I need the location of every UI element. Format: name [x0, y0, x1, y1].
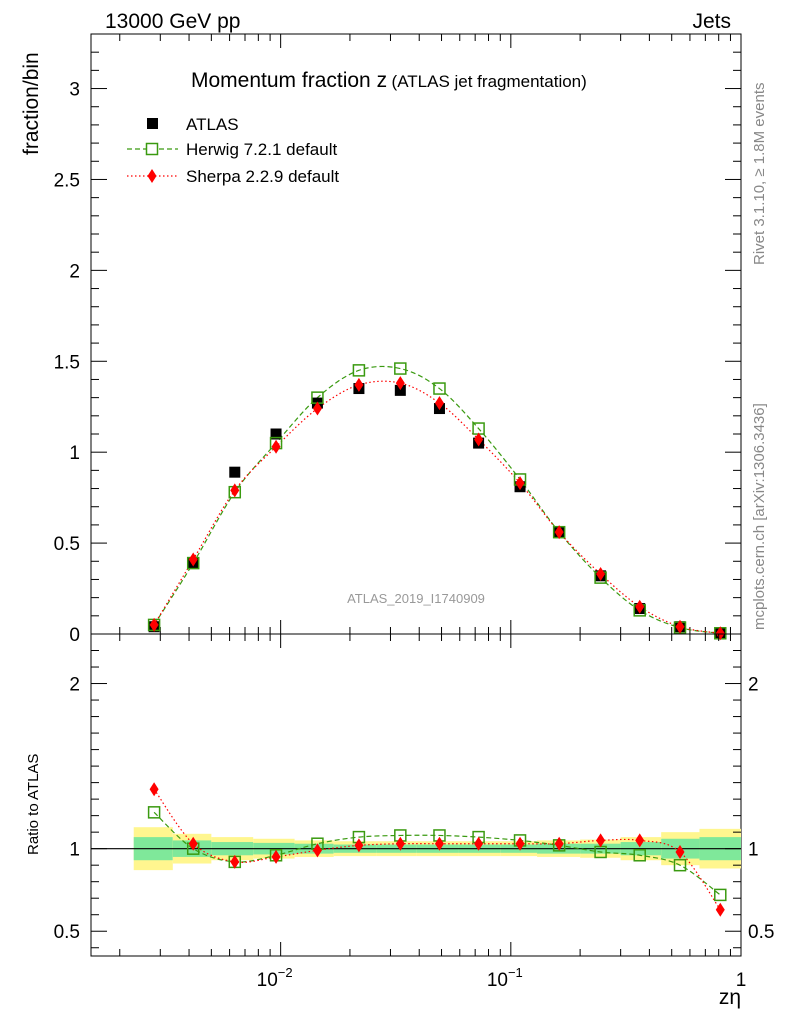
ratio-point-sherpa: [395, 836, 405, 851]
ratio-point-herwig: [633, 849, 646, 862]
main-ylabel: fraction/bin: [20, 52, 43, 155]
ratio-y-tick-label-left: 0.5: [54, 922, 80, 943]
header-right: Jets: [692, 10, 731, 33]
data-point-herwig: [394, 362, 407, 375]
ratio-point-sherpa: [596, 833, 606, 848]
y-tick-label: 3: [69, 80, 80, 101]
y-tick-label: 2.5: [54, 170, 80, 191]
data-point-atlas: [394, 384, 406, 396]
data-point-sherpa: [515, 476, 525, 491]
legend-label-herwig: Herwig 7.2.1 default: [186, 140, 337, 159]
data-point-sherpa: [474, 432, 484, 447]
header-left: 13000 GeV pp: [105, 10, 240, 33]
ratio-point-sherpa: [554, 836, 564, 851]
data-point-sherpa: [395, 376, 405, 391]
ratio-y-tick-label-left: 1: [69, 840, 80, 861]
ratio-point-sherpa: [354, 838, 364, 853]
data-point-sherpa: [635, 599, 645, 614]
main-plot-area: [147, 362, 727, 641]
main-ticks: 0 0.5 1 1.5 2 2.5 3: [54, 34, 742, 646]
ratio-point-sherpa: [312, 843, 322, 858]
x-tick-label: 1: [736, 970, 747, 991]
data-point-sherpa: [230, 483, 240, 498]
legend-marker-sherpa: [147, 169, 157, 183]
data-point-sherpa: [354, 377, 364, 392]
legend-label-atlas: ATLAS: [186, 115, 239, 134]
data-point-atlas: [229, 466, 241, 478]
data-point-atlas: [270, 428, 282, 440]
ratio-point-herwig: [673, 858, 687, 872]
analysis-watermark: ATLAS_2019_I1740909: [347, 591, 485, 606]
legend-marker-herwig: [145, 142, 159, 156]
ratio-point-sherpa: [635, 833, 645, 848]
ratio-y-tick-label-right: 1: [748, 840, 759, 861]
ratio-plot-area: [147, 782, 727, 917]
ratio-point-sherpa: [434, 836, 444, 851]
x-tick-exponent: −1: [508, 965, 523, 980]
ratio-point-sherpa: [188, 836, 198, 851]
data-point-herwig: [433, 382, 446, 395]
data-point-sherpa: [188, 552, 198, 567]
mcplots-label: mcplots.cern.ch [arXiv:1306.3436]: [751, 403, 768, 630]
data-point-sherpa: [271, 439, 281, 454]
y-tick-label: 2: [69, 261, 80, 282]
ratio-series-line-0: [153, 811, 721, 896]
ratio-point-sherpa: [271, 849, 281, 864]
ratio-point-sherpa: [230, 854, 240, 869]
data-point-sherpa: [312, 401, 322, 416]
data-point-sherpa: [715, 626, 725, 641]
legend-marker-atlas: [147, 118, 158, 129]
ratio-ylabel: Ratio to ATLAS: [25, 754, 42, 855]
ratio-ticks: 10−2 10−1 1 0.5 0.5 1 1 2 2: [54, 634, 774, 991]
ratio-y-tick-label-right: 2: [748, 675, 759, 696]
legend: ATLAS Herwig 7.2.1 default Sherpa 2.2.9 …: [127, 115, 339, 186]
y-tick-label: 0: [69, 625, 80, 646]
chart-title-main: Momentum fraction z: [191, 69, 387, 92]
x-tick-exponent: −2: [278, 965, 293, 980]
data-point-sherpa: [149, 617, 159, 632]
y-tick-label: 1: [69, 443, 80, 464]
x-axis-label: zη: [719, 986, 741, 1009]
ratio-point-sherpa: [675, 844, 685, 859]
x-tick-label: 10−1: [487, 965, 523, 991]
ratio-point-sherpa: [515, 836, 525, 851]
y-tick-label: 1.5: [54, 352, 80, 373]
data-point-herwig: [352, 364, 366, 377]
data-point-sherpa: [434, 396, 444, 411]
ratio-uncertainty-bands: [91, 827, 741, 871]
x-tick-label: 10−2: [257, 965, 293, 991]
ratio-point-herwig: [147, 806, 161, 819]
chart-title: Momentum fraction z (ATLAS jet fragmenta…: [191, 69, 587, 92]
ratio-point-sherpa: [715, 902, 725, 917]
data-point-sherpa: [675, 619, 685, 634]
ratio-plot-frame: [90, 633, 742, 957]
ratio-y-tick-label-right: 0.5: [748, 922, 774, 943]
rivet-label: Rivet 3.1.10, ≥ 1.8M events: [751, 83, 768, 266]
y-tick-label: 0.5: [54, 534, 80, 555]
data-point-sherpa: [554, 525, 564, 540]
ratio-point-sherpa: [474, 836, 484, 851]
ratio-point-herwig: [714, 888, 727, 902]
ratio-y-tick-label-left: 2: [69, 675, 80, 696]
ratio-point-sherpa: [149, 782, 159, 797]
series-line-1: [153, 365, 721, 634]
chart-title-sub: (ATLAS jet fragmentation): [392, 72, 587, 91]
legend-label-sherpa: Sherpa 2.2.9 default: [186, 167, 339, 186]
data-point-sherpa: [596, 567, 606, 581]
